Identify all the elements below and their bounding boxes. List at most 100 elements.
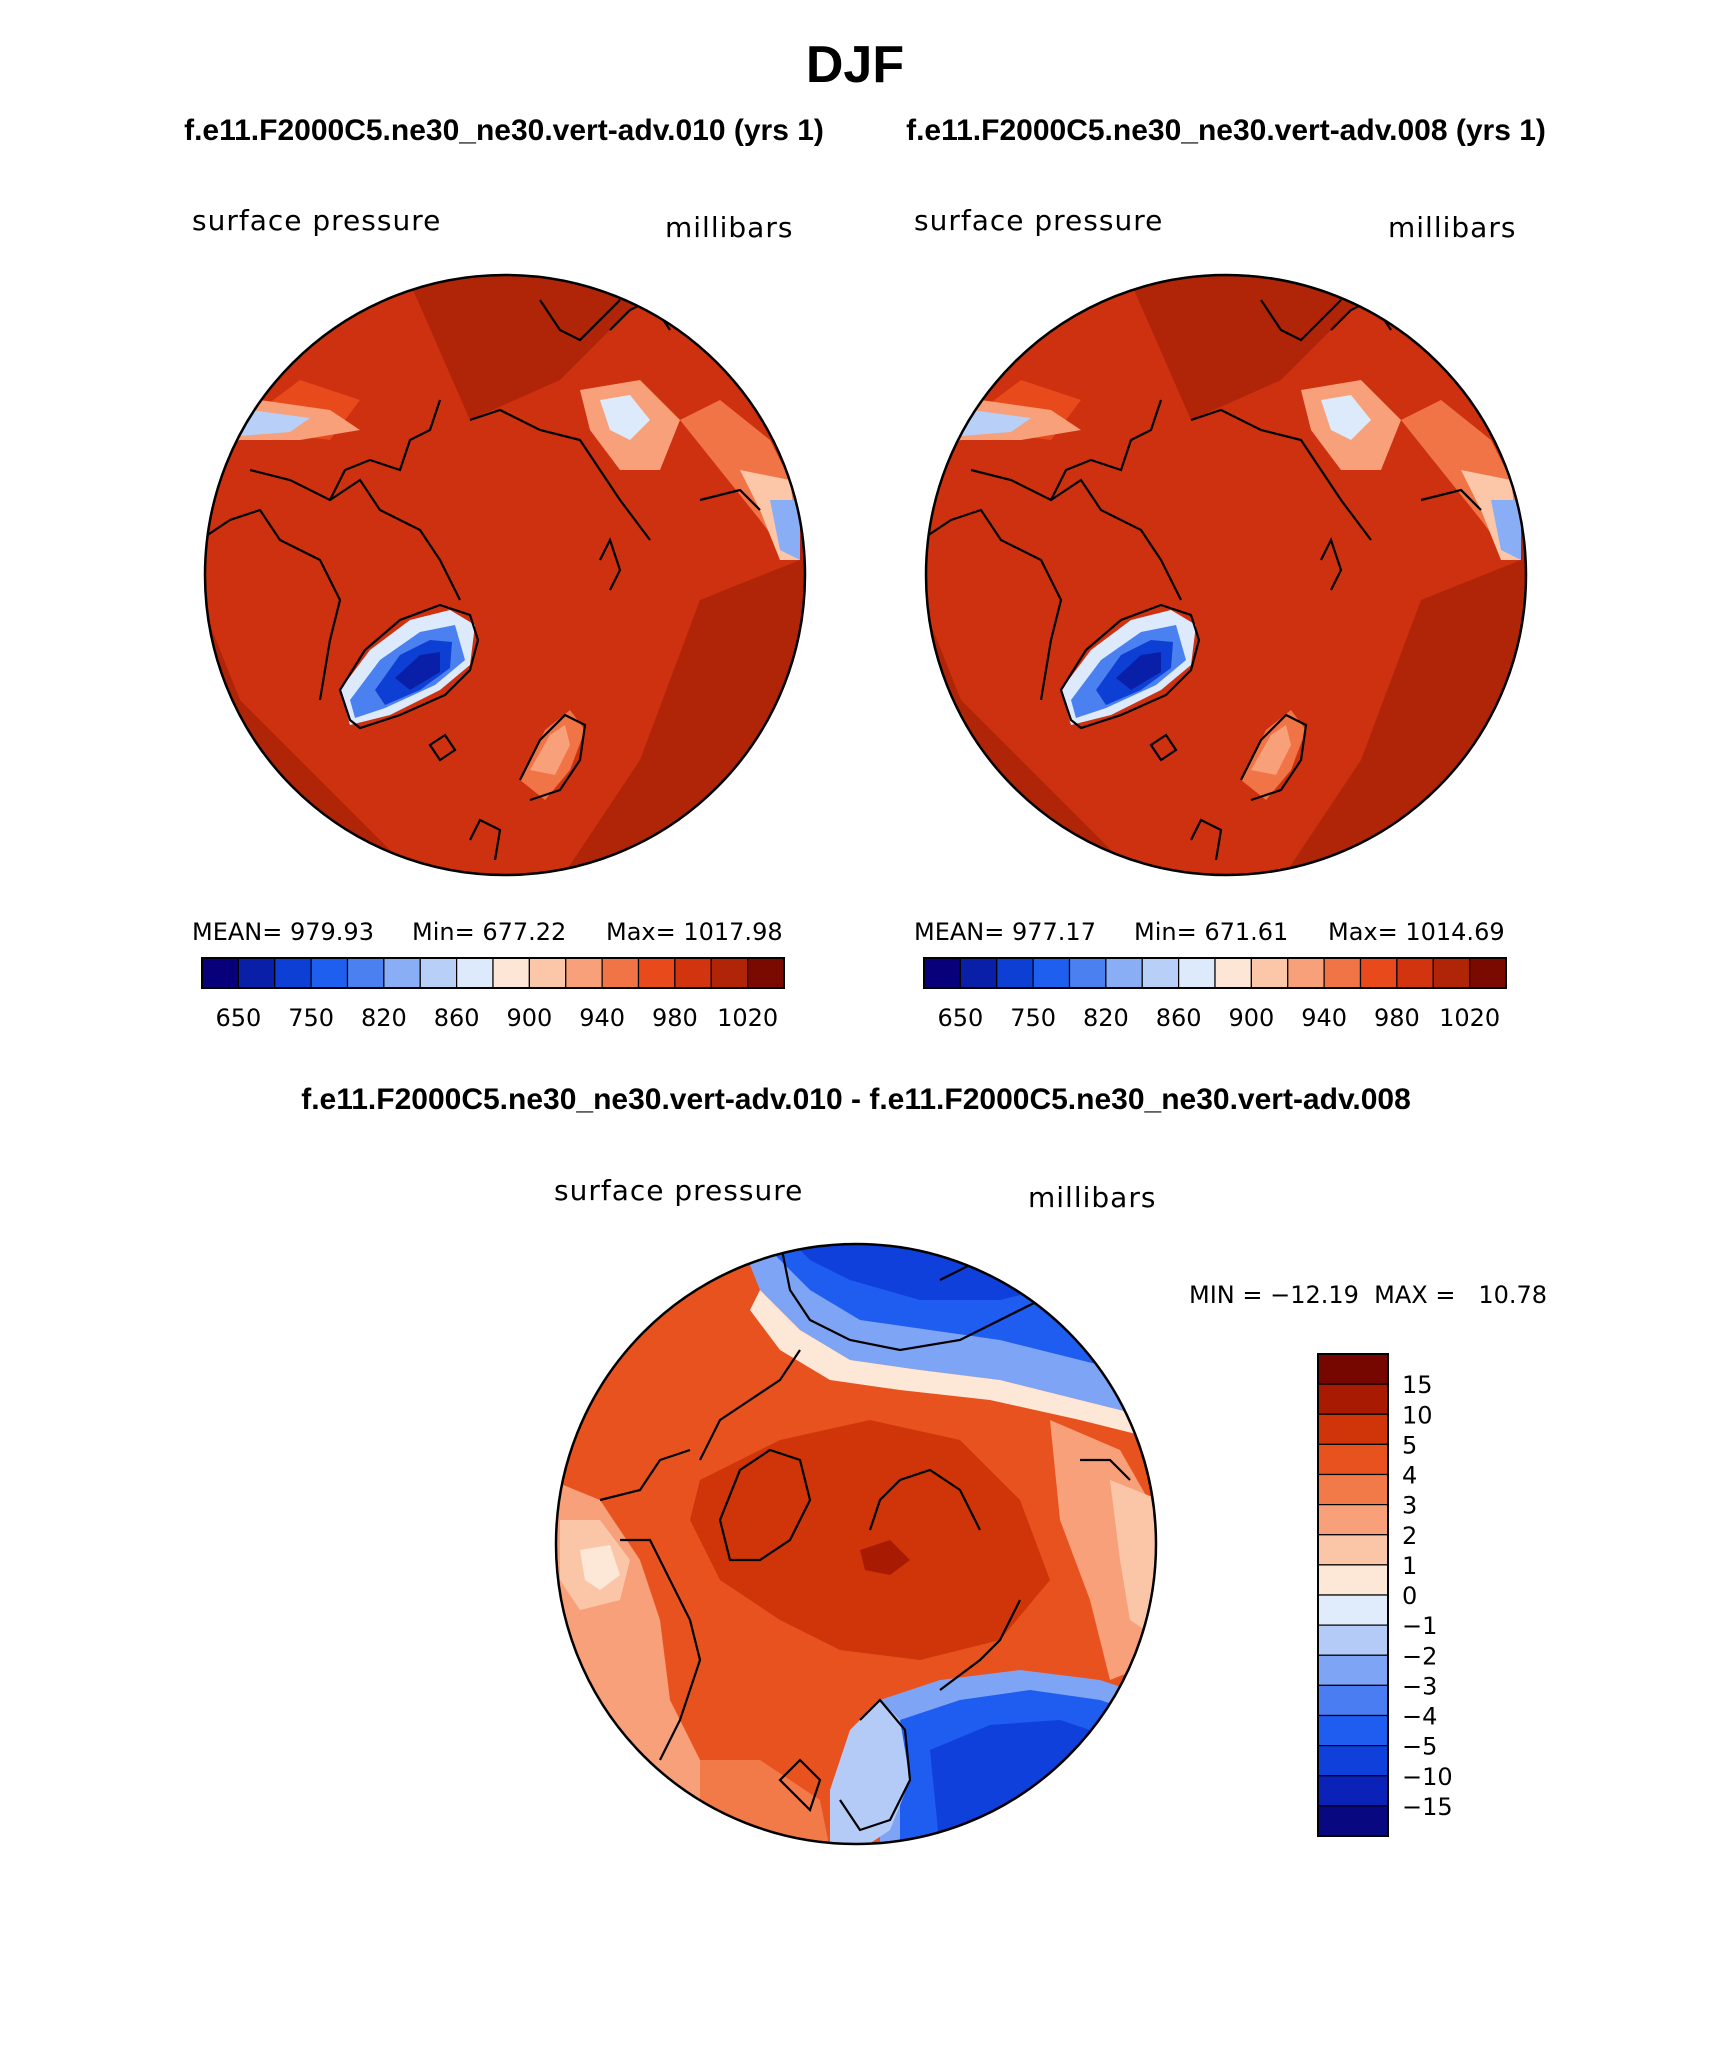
panel2-colorbar-swatch [1068, 957, 1107, 989]
panel2-max-text: Max= 1014.69 [1328, 918, 1505, 946]
panel3-colorbar-tick-label: 10 [1402, 1401, 1433, 1429]
panel1-colorbar-swatch [747, 957, 785, 989]
panel3-colorbar-swatch [1317, 1413, 1389, 1445]
panel2-colorbar-swatch [996, 957, 1034, 989]
panel2-colorbar-swatch [1323, 957, 1362, 989]
panel3-colorbar-swatch [1317, 1504, 1389, 1536]
panel2-colorbar-swatch [1250, 957, 1289, 989]
diff-band-scand-pale [830, 1700, 910, 1844]
panel1-mean-text: MEAN= 979.93 [192, 918, 374, 946]
panel3-map [556, 1244, 1156, 1844]
panel1-colorbar-swatch [237, 957, 276, 989]
panel3-colorbar-swatch [1317, 1383, 1389, 1415]
panel1-colorbar-tick-label: 940 [579, 1004, 625, 1032]
panel2-colorbar-tick-label: 750 [1010, 1004, 1056, 1032]
panel3-colorbar-swatch [1317, 1473, 1389, 1506]
panel2-colorbar-swatch [1214, 957, 1252, 989]
panel3-colorbar-swatch [1317, 1353, 1389, 1385]
panel2-min-text: Min= 671.61 [1134, 918, 1288, 946]
panel2-colorbar-tick-label: 980 [1374, 1004, 1420, 1032]
panel2-colorbar-tick-label: 860 [1156, 1004, 1202, 1032]
panel3-colorbar-swatch [1317, 1534, 1389, 1566]
panel2-map [926, 275, 1526, 875]
panel3-minmax-text: MIN = −12.19 MAX = 10.78 [1189, 1281, 1547, 1309]
panel1-colorbar-swatch [419, 957, 458, 989]
panel2-map-border [924, 273, 1528, 877]
panel3-colorbar-swatch [1317, 1564, 1389, 1596]
panel2-colorbar-swatch [1396, 957, 1434, 989]
panel3-colorbar-swatch [1317, 1805, 1389, 1837]
panel3-colorbar-swatch [1317, 1443, 1389, 1476]
panel3-colorbar-swatch [1317, 1714, 1389, 1747]
panel2-colorbar-tick-label: 940 [1301, 1004, 1347, 1032]
panel1-colorbar-swatch [383, 957, 421, 989]
panel1-colorbar-frame [201, 957, 785, 989]
panel1-colorbar-swatch [528, 957, 567, 989]
panel3-colorbar-tick-label: 2 [1402, 1522, 1417, 1550]
panel3-colorbar-tick-label: −5 [1402, 1733, 1437, 1761]
panel1-map-border [203, 273, 807, 877]
diff-band-east-pale [1110, 1480, 1156, 1640]
panel2-colorbar-tick-label: 820 [1083, 1004, 1129, 1032]
panel3-colorbar-tick-label: 5 [1402, 1431, 1417, 1459]
panel1-colorbar-swatch [456, 957, 494, 989]
field-band-pale-east [600, 395, 650, 440]
panel3-map-border [554, 1242, 1158, 1846]
figure-title: DJF [806, 36, 904, 94]
scandinavia-band-pale [1251, 725, 1291, 775]
panel3-colorbar-swatch [1317, 1624, 1389, 1656]
panel1-colorbar-tick-label: 820 [361, 1004, 407, 1032]
panel3-colorbar-tick-label: 1 [1402, 1552, 1417, 1580]
panel2-colorbar-swatch [1178, 957, 1216, 989]
panel1-min-text: Min= 677.22 [412, 918, 566, 946]
panel1-map [205, 275, 805, 875]
diff-band-west-white [580, 1545, 620, 1590]
panel2-mean-text: MEAN= 977.17 [914, 918, 1096, 946]
panel1-colorbar-swatch [274, 957, 312, 989]
panel2-colorbar-swatch [959, 957, 998, 989]
panel1-colorbar-swatch [710, 957, 749, 989]
coastlines [926, 298, 1482, 861]
panel1-colorbar-tick-label: 650 [215, 1004, 261, 1032]
panel3-units-label: millibars [1028, 1181, 1156, 1214]
panel2-variable-label: surface pressure [914, 204, 1163, 237]
panel2-colorbar-tick-label: 650 [937, 1004, 983, 1032]
panel3-colorbar-tick-label: −2 [1402, 1642, 1437, 1670]
panel3-colorbar-frame [1317, 1353, 1389, 1837]
panel3-colorbar-tick-label: 3 [1402, 1492, 1417, 1520]
panel2-colorbar-tick-label: 1020 [1439, 1004, 1500, 1032]
field-band-east-blue [1491, 500, 1521, 560]
panel1-colorbar-swatch [346, 957, 385, 989]
panel1-colorbar-tick-label: 750 [288, 1004, 334, 1032]
panel3-colorbar-swatch [1317, 1684, 1389, 1717]
panel1-colorbar-swatch [674, 957, 712, 989]
panel1-units-label: millibars [665, 211, 793, 244]
panel2-colorbar-swatch [1432, 957, 1471, 989]
panel3-colorbar-swatch [1317, 1775, 1389, 1807]
panel3-colorbar-swatch [1317, 1594, 1389, 1626]
subtitle-right: f.e11.F2000C5.ne30_ne30.vert-adv.008 (yr… [906, 114, 1546, 147]
panel1-variable-label: surface pressure [192, 204, 441, 237]
panel1-colorbar-swatch [310, 957, 349, 989]
panel2-colorbar-swatch [923, 957, 961, 989]
panel3-colorbar-tick-label: 0 [1402, 1582, 1417, 1610]
panel1-colorbar-swatch [565, 957, 603, 989]
diff-band-top-pale [750, 1290, 1156, 1440]
panel1-colorbar: 650 750 820 860 900 940 980 1020 [201, 957, 785, 1032]
panel1-colorbar-tick-label: 900 [506, 1004, 552, 1032]
subtitle-left: f.e11.F2000C5.ne30_ne30.vert-adv.010 (yr… [184, 114, 824, 147]
diff-band-se-blue-deep [930, 1720, 1156, 1844]
panel2-colorbar-swatch [1287, 957, 1325, 989]
difference-title: f.e11.F2000C5.ne30_ne30.vert-adv.010 - f… [301, 1083, 1411, 1116]
panel3-colorbar-tick-label: −1 [1402, 1612, 1437, 1640]
panel3-colorbar-tick-label: −10 [1402, 1763, 1453, 1791]
panel1-colorbar-tick-label: 980 [652, 1004, 698, 1032]
panel3-colorbar-tick-label: −15 [1402, 1793, 1453, 1821]
panel3-colorbar-tick-label: −4 [1402, 1703, 1437, 1731]
panel1-colorbar-tick-label: 1020 [717, 1004, 778, 1032]
panel1-colorbar-tick-label: 860 [434, 1004, 480, 1032]
greenland-high-4 [1116, 652, 1161, 690]
panel2-colorbar-tick-label: 900 [1228, 1004, 1274, 1032]
